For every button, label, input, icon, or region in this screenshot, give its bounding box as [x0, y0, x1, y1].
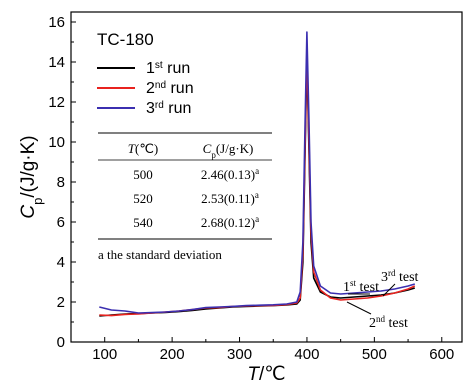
y-tick-label: 16 — [48, 14, 65, 31]
x-tick-label: 100 — [92, 346, 117, 363]
plot-frame — [70, 11, 463, 343]
table-cell-temp: 500 — [133, 167, 153, 182]
table-cell-cp: 2.46(0.13)a — [201, 166, 259, 182]
plot-axes: 100 200 300 400 500 600 0 2 4 6 8 10 12 14 16 T/℃ Cp/(J/… — [18, 11, 463, 385]
x-tick-label: 300 — [227, 346, 252, 363]
x-axis-label: T/℃ — [247, 364, 285, 385]
annotation-3rd-test: 3rd test — [381, 268, 419, 285]
annotation-arrow-2nd — [346, 301, 372, 315]
table-cell-cp: 2.53(0.11)a — [201, 190, 259, 206]
table-header-temp: T(℃) — [128, 141, 159, 156]
y-tick-label: 12 — [48, 94, 65, 111]
y-tick-label: 4 — [57, 254, 65, 271]
table-cell-temp: 520 — [133, 191, 153, 206]
y-tick-label: 8 — [57, 174, 65, 191]
plot-series — [99, 31, 416, 317]
annotation-2nd-test: 2nd test — [369, 314, 408, 331]
y-tick-label: 6 — [57, 214, 65, 231]
y-tick-label: 14 — [48, 54, 65, 71]
legend: TC-180 1st run 2nd run 3rd run — [97, 30, 194, 117]
y-tick-label: 0 — [57, 334, 65, 351]
legend-label: 2nd run — [146, 80, 194, 98]
y-axis-label: Cp/(J/g·K) — [18, 135, 45, 218]
table-header-cp: Cp(J/g·K) — [203, 141, 254, 160]
x-tick-label: 400 — [294, 346, 319, 363]
series-line-3 — [99, 31, 416, 314]
legend-label: 1st run — [146, 60, 190, 78]
table-cell-cp: 2.68(0.12)a — [201, 214, 259, 230]
annotation-arrow-3rd — [382, 283, 396, 297]
x-tick-label: 500 — [362, 346, 387, 363]
chart-title: TC-180 — [97, 30, 154, 49]
annotation-1st-test: 1st test — [343, 278, 379, 295]
y-tick-label: 2 — [57, 294, 65, 311]
x-tick-label: 600 — [429, 346, 454, 363]
table-footnote: a the standard deviation — [98, 247, 222, 262]
table-cell-temp: 540 — [133, 215, 153, 230]
x-tick-label: 200 — [160, 346, 185, 363]
legend-label: 3rd run — [146, 100, 191, 118]
data-table: T(℃) Cp(J/g·K) 500 2.46(0.13)a 520 2.53(0.11)… — [98, 132, 272, 262]
y-tick-label: 10 — [48, 134, 65, 151]
